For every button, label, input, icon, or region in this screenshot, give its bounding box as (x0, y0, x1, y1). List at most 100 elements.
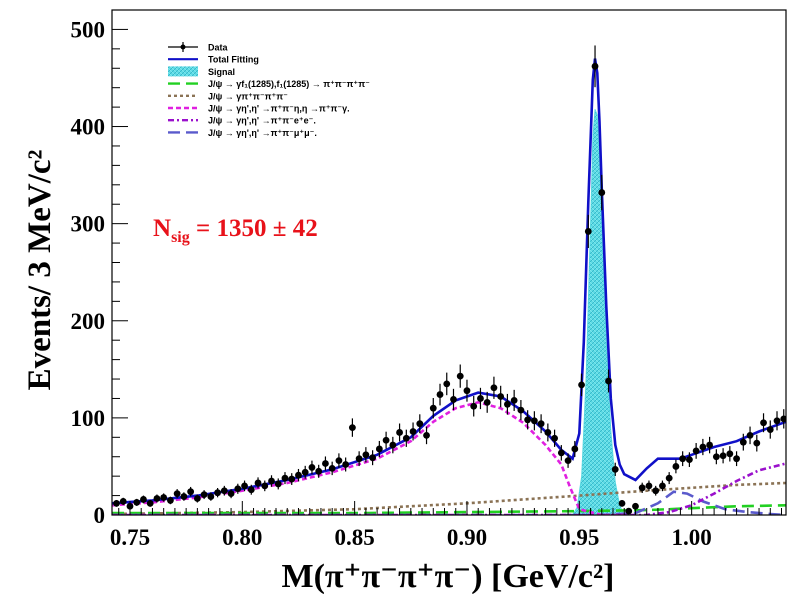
data-point (362, 451, 370, 459)
data-point (133, 498, 141, 506)
data-point (200, 491, 208, 499)
legend-bkg5-label: J/ψ → γη',η' →π⁺π⁻μ⁺μ⁻. (208, 128, 317, 138)
y-axis-title: Events/ 3 MeV/c² (22, 149, 58, 390)
data-point (645, 482, 653, 490)
bkg3-curve (112, 400, 625, 515)
bkg1-curve (112, 504, 786, 515)
data-point (497, 393, 505, 400)
data-point (153, 495, 161, 502)
data-point (396, 429, 403, 436)
data-point (470, 402, 478, 410)
data-point (160, 494, 168, 501)
x-tick-label: 0.95 (559, 525, 599, 550)
data-point (659, 482, 666, 490)
data-point (119, 498, 127, 505)
data-point (739, 438, 747, 446)
bkg4-curve (112, 462, 786, 515)
data-point (672, 463, 680, 470)
data-point (611, 465, 619, 473)
total-fit-curve (112, 58, 786, 505)
data-point (571, 445, 579, 453)
y-tick-label: 300 (71, 212, 106, 237)
data-point (733, 455, 740, 463)
data-point (524, 416, 532, 424)
data-point (247, 486, 255, 494)
data-point (308, 464, 316, 471)
data-point (530, 417, 538, 425)
x-tick-label: 0.80 (222, 525, 262, 550)
legend-data-marker (180, 44, 186, 50)
data-point (712, 453, 720, 461)
x-tick-label: 0.90 (447, 525, 487, 550)
data-point (436, 391, 444, 398)
data-point (369, 454, 377, 462)
data-point (443, 380, 451, 388)
data-point (322, 460, 329, 467)
legend-bkg1-label: J/ψ → γf₁(1285),f₁(1285) → π⁺π⁻π⁺π⁻ (208, 79, 370, 89)
y-tick-label: 200 (71, 309, 106, 334)
data-point (591, 62, 599, 70)
legend-total-label: Total Fitting (208, 55, 259, 65)
data-point (477, 395, 484, 402)
data-point (780, 415, 786, 423)
data-point (706, 441, 714, 449)
x-tick-label: 1.00 (672, 525, 712, 550)
data-point (483, 398, 491, 406)
data-point (504, 400, 511, 408)
data-point (766, 426, 774, 433)
data-point (450, 396, 457, 403)
y-tick-label: 400 (71, 115, 106, 140)
legend-bkg2-label: J/ψ → γπ⁺π⁻π⁺π⁻ (208, 91, 288, 101)
data-point (274, 480, 282, 488)
data-point (463, 387, 471, 395)
data-point (241, 482, 248, 490)
data-point (578, 381, 585, 389)
data-point (173, 490, 181, 498)
data-point (402, 434, 410, 442)
legend-signal-label: Signal (208, 67, 235, 77)
data-point (652, 487, 660, 495)
data-point (618, 499, 626, 507)
data-point (510, 397, 518, 404)
data-point (355, 455, 363, 463)
x-tick-label: 0.85 (335, 525, 375, 550)
data-point (220, 487, 228, 495)
x-axis-title: M(π⁺π⁻π⁺π⁻) [GeV/c²] (282, 558, 615, 594)
data-point (632, 502, 639, 510)
data-point (328, 464, 336, 472)
data-point (551, 434, 558, 442)
data-point (517, 406, 525, 414)
data-point (584, 228, 592, 235)
data-point (726, 450, 734, 458)
data-point (187, 488, 195, 496)
data-point (342, 461, 350, 468)
data-point (692, 447, 700, 455)
y-tick-label: 0 (94, 503, 106, 528)
data-point (685, 456, 693, 464)
data-point (207, 493, 215, 500)
data-point (699, 443, 707, 451)
data-point (719, 452, 727, 460)
data-point (146, 499, 154, 507)
data-point (773, 417, 781, 425)
y-tick-label: 100 (71, 406, 106, 431)
data-point (254, 479, 262, 487)
data-point (167, 497, 174, 504)
data-point (409, 428, 417, 435)
data-point (315, 467, 323, 475)
x-tick-label: 0.75 (110, 525, 150, 550)
nsig-annotation: Nsig = 1350 ± 42 (153, 215, 318, 246)
data-point (234, 485, 242, 493)
data-point (389, 441, 397, 449)
data-point (564, 457, 572, 465)
data-point (665, 474, 673, 482)
data-point (140, 496, 147, 503)
data-point (375, 445, 383, 453)
data-point (746, 431, 754, 439)
legend-data-label: Data (208, 43, 229, 53)
data-point (638, 484, 646, 492)
legend-bkg3-label: J/ψ → γη',η' →π⁺π⁻η,η →π⁺π⁻γ. (208, 104, 350, 114)
data-point (348, 424, 356, 431)
